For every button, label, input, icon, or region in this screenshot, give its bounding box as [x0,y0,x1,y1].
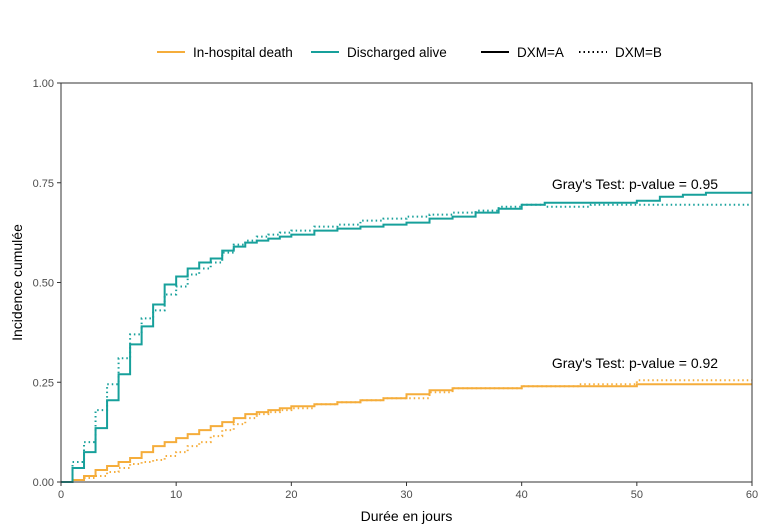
x-tick-label: 10 [170,489,182,501]
plot-frame [60,82,753,483]
y-tick-label: 0.00 [33,477,54,489]
series-discharged-alive-dxm-b [61,203,752,483]
x-axis-title: Durée en jours [361,508,453,524]
series-layer [61,191,752,483]
x-axis: 0 10 20 30 40 50 60 [58,482,758,501]
legend-label-dxm-b: DXM=B [615,45,662,60]
grays-test-annotation-death: Gray's Test: p-value = 0.92 [552,355,718,371]
legend-label-dxm-a: DXM=A [517,45,564,60]
y-axis: 0.00 0.25 0.50 0.75 1.00 [33,78,61,489]
x-tick-label: 40 [516,489,528,501]
legend: In-hospital death Discharged alive DXM=A… [157,45,662,60]
y-tick-label: 0.25 [33,377,54,389]
y-tick-label: 0.50 [33,278,54,290]
series-in-hospital-death-dxm-a [61,383,752,483]
series-discharged-alive-dxm-a [61,191,752,483]
x-tick-label: 30 [400,489,412,501]
x-tick-label: 50 [631,489,643,501]
x-tick-label: 60 [746,489,758,501]
legend-label-discharged-alive: Discharged alive [347,45,447,60]
x-tick-label: 20 [285,489,297,501]
y-tick-label: 1.00 [33,78,54,90]
x-tick-label: 0 [58,489,64,501]
series-in-hospital-death-dxm-b [61,379,752,483]
y-axis-title: Incidence cumulée [9,224,25,341]
y-tick-label: 0.75 [33,178,54,190]
grays-test-annotation-discharged: Gray's Test: p-value = 0.95 [552,176,718,192]
legend-label-in-hospital-death: In-hospital death [193,45,293,60]
